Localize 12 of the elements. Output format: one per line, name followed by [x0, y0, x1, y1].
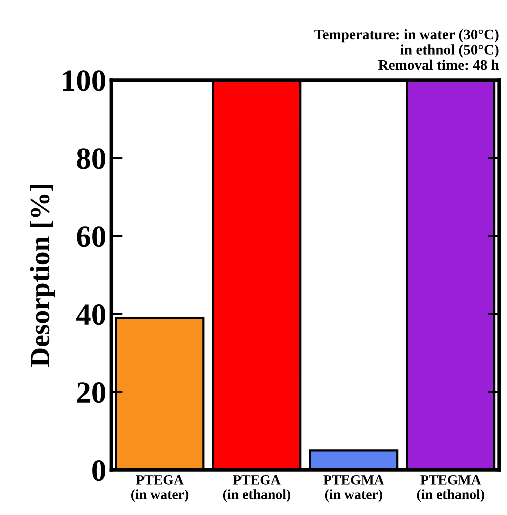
- y-tick-label: 20: [77, 382, 106, 404]
- y-tick-label: 0: [92, 460, 106, 482]
- x-tick-label: PTEGMA (in water): [324, 475, 384, 502]
- x-tick-label: PTEGA (in ethanol): [223, 475, 291, 502]
- y-tick-label: 80: [77, 148, 106, 170]
- y-tick-label: 100: [63, 70, 106, 92]
- x-tick-label: PTEGMA (in ethanol): [417, 475, 484, 502]
- y-axis-title: Desorption [%]: [30, 185, 56, 367]
- y-tick-label: 40: [76, 304, 106, 326]
- y-tick-label: 60: [77, 226, 106, 248]
- x-tick-label: PTEGA (in water): [132, 475, 189, 502]
- text: Temperature: in water (30°C) in ethnol (50°C) Removal time: 48 h: [314, 29, 500, 70]
